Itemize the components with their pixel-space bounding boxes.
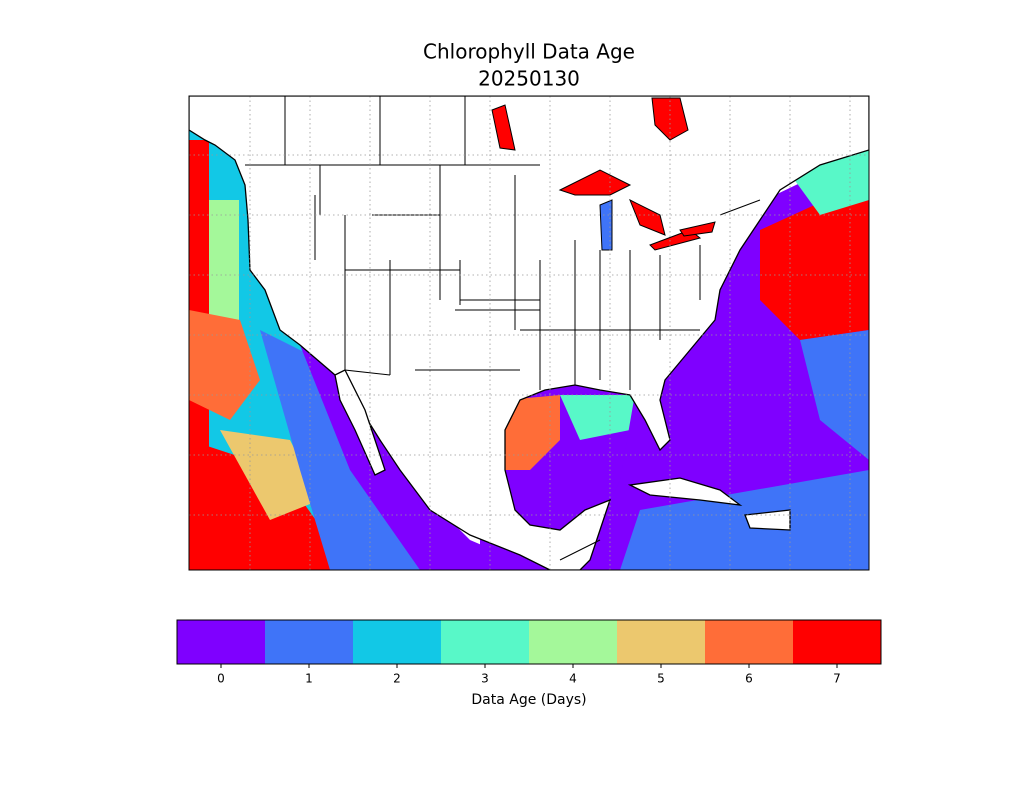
colorbar-segment <box>617 620 705 664</box>
colorbar-label: Data Age (Days) <box>471 692 586 708</box>
colorbar-tick-label: 5 <box>657 672 665 686</box>
colorbar-segment <box>705 620 793 664</box>
borders <box>245 96 761 561</box>
pacific-data <box>189 310 260 420</box>
atlantic-data <box>800 330 869 460</box>
atlantic-data <box>760 180 869 340</box>
colorbar-frame <box>176 619 882 665</box>
pacific-data <box>189 140 209 460</box>
colorbar-tick-label: 0 <box>217 672 225 686</box>
pacific-data <box>300 345 540 570</box>
colorbar-tick-label: 4 <box>569 672 577 686</box>
land <box>189 96 869 570</box>
map-subtitle: 20250130 <box>478 67 580 91</box>
colorbar-tick-label: 2 <box>393 672 401 686</box>
colorbar-tick-label: 7 <box>833 672 841 686</box>
atlantic-data <box>620 470 869 570</box>
colorbar-segment <box>793 620 881 664</box>
gulf-data <box>560 395 640 440</box>
lake <box>629 198 666 236</box>
colorbar-segment <box>441 620 529 664</box>
colorbar-tick-label: 3 <box>481 672 489 686</box>
lake <box>558 169 632 196</box>
map-title: Chlorophyll Data Age <box>423 40 635 64</box>
cuba <box>627 477 743 506</box>
lake <box>599 199 613 251</box>
colorbar-segment <box>177 620 265 664</box>
map <box>189 96 869 570</box>
colorbar: 0 1 2 3 4 5 6 7 <box>177 620 881 686</box>
colorbar-tick-label: 1 <box>305 672 313 686</box>
baja <box>334 369 386 476</box>
lake <box>491 104 516 151</box>
colorbar-tick-label: 6 <box>745 672 753 686</box>
map-frame <box>188 95 870 571</box>
lake <box>679 221 716 237</box>
pacific-data <box>189 440 330 570</box>
gulf-data <box>505 395 560 470</box>
colorbar-segment <box>353 620 441 664</box>
colorbar-segment <box>265 620 353 664</box>
colorbar-segment <box>529 620 617 664</box>
